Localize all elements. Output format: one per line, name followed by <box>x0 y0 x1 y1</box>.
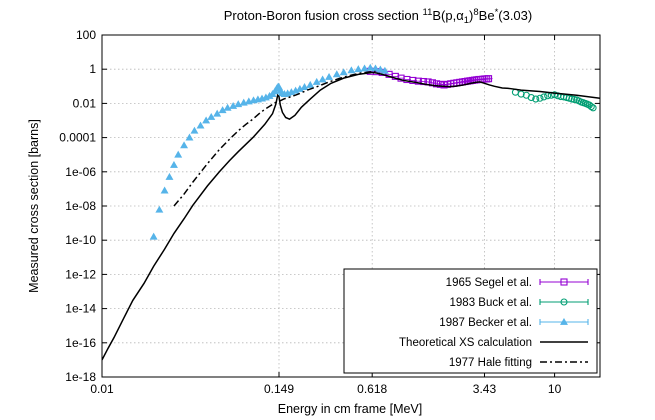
data-point-triangle <box>300 83 309 90</box>
chart-title: Proton-Boron fusion cross section 11B(p,… <box>224 7 532 26</box>
title-prefix: Proton-Boron fusion cross section <box>224 8 423 23</box>
legend-entry-label: 1987 Becker et al. <box>439 317 532 329</box>
data-point-square <box>432 80 441 88</box>
legend-box <box>343 268 598 374</box>
data-point-square <box>560 278 568 286</box>
data-point-square <box>436 80 444 88</box>
x-tick-label: 0.149 <box>264 382 294 396</box>
data-point-triangle <box>180 141 189 149</box>
data-point-triangle <box>347 66 356 74</box>
data-point-triangle <box>560 317 568 325</box>
data-point-triangle <box>371 64 380 72</box>
data-point-circle <box>568 95 576 103</box>
series-path <box>102 71 600 361</box>
series-1 <box>511 88 597 112</box>
data-point-circle <box>587 103 595 111</box>
data-point-triangle <box>366 63 375 71</box>
data-point-triangle <box>207 112 216 120</box>
y-tick-label: 1e-06 <box>65 165 96 179</box>
x-tick-label: 10 <box>548 382 562 396</box>
plot-data <box>102 63 600 361</box>
legend-entry-label: 1983 Buck et al. <box>450 297 532 309</box>
data-point-circle <box>560 298 568 306</box>
data-point-circle <box>532 95 540 103</box>
title-product-mass: 8 <box>473 7 478 18</box>
title-product: Be <box>479 8 495 23</box>
data-point-circle <box>589 104 597 112</box>
data-point-triangle <box>196 121 205 129</box>
data-point-triangle <box>306 80 315 88</box>
data-point-triangle <box>325 72 334 80</box>
legend-entry-label: Theoretical XS calculation <box>399 337 532 349</box>
series-line-3 <box>102 71 600 361</box>
data-point-triangle <box>213 109 222 117</box>
y-tick-label: 0.0001 <box>59 131 96 145</box>
data-point-triangle <box>155 205 164 213</box>
data-point-triangle <box>170 160 178 168</box>
x-tick-label: 0.618 <box>357 382 387 396</box>
data-point-triangle <box>190 126 199 134</box>
title-alpha: α <box>456 8 464 23</box>
data-point-triangle <box>339 68 348 76</box>
data-point-triangle <box>160 186 169 194</box>
data-point-triangle <box>332 70 341 78</box>
y-tick-label: 100 <box>76 28 96 42</box>
x-axis-label: Energy in cm frame [MeV] <box>278 402 423 416</box>
data-point-triangle <box>223 103 232 111</box>
data-point-triangle <box>376 65 385 73</box>
legend-entry-label: 1977 Hale fitting <box>449 357 532 369</box>
y-axis-label: Measured cross section [barns] <box>27 119 41 293</box>
series-line-4 <box>173 70 376 207</box>
y-tick-label: 1e-12 <box>65 267 96 281</box>
data-point-circle <box>551 91 559 99</box>
data-point-triangle <box>174 150 183 158</box>
data-point-triangle <box>354 65 363 73</box>
data-point-circle <box>536 94 544 102</box>
y-tick-label: 1e-08 <box>65 199 96 213</box>
legend-entry-label: 1965 Segel et al. <box>446 277 532 289</box>
data-point-triangle <box>165 172 174 180</box>
x-tick-label: 3.43 <box>473 382 497 396</box>
title-close: ) <box>469 8 473 23</box>
y-tick-label: 1e-16 <box>65 336 96 350</box>
x-tick-label: 0.01 <box>90 382 114 396</box>
y-tick-label: 1e-14 <box>65 302 96 316</box>
data-point-circle <box>540 93 548 101</box>
data-point-triangle <box>234 100 243 108</box>
y-tick-label: 1e-18 <box>65 370 96 384</box>
title-excited: * <box>495 7 499 18</box>
y-tick-label: 1e-10 <box>65 233 96 247</box>
data-point-triangle <box>229 101 238 109</box>
title-energy: (3.03) <box>498 8 532 23</box>
data-point-triangle <box>360 64 369 72</box>
data-point-triangle <box>312 77 321 85</box>
data-point-triangle <box>149 232 158 240</box>
data-point-triangle <box>318 75 327 83</box>
data-point-circle <box>527 93 535 102</box>
y-tick-label: 1 <box>89 62 96 76</box>
title-mass-number: 11 <box>422 7 432 18</box>
data-point-triangle <box>202 116 211 124</box>
series-2 <box>149 63 389 240</box>
y-tick-label: 0.01 <box>73 96 97 110</box>
data-point-triangle <box>185 133 194 141</box>
data-point-triangle <box>380 66 389 74</box>
data-point-square <box>485 75 493 83</box>
title-reaction: B(p, <box>432 8 456 23</box>
title-alpha-sub: 1 <box>464 15 469 26</box>
series-path <box>173 70 376 207</box>
data-point-circle <box>517 90 525 98</box>
legend: 1965 Segel et al. 1983 Buck et al. 1987 Be… <box>343 268 598 374</box>
